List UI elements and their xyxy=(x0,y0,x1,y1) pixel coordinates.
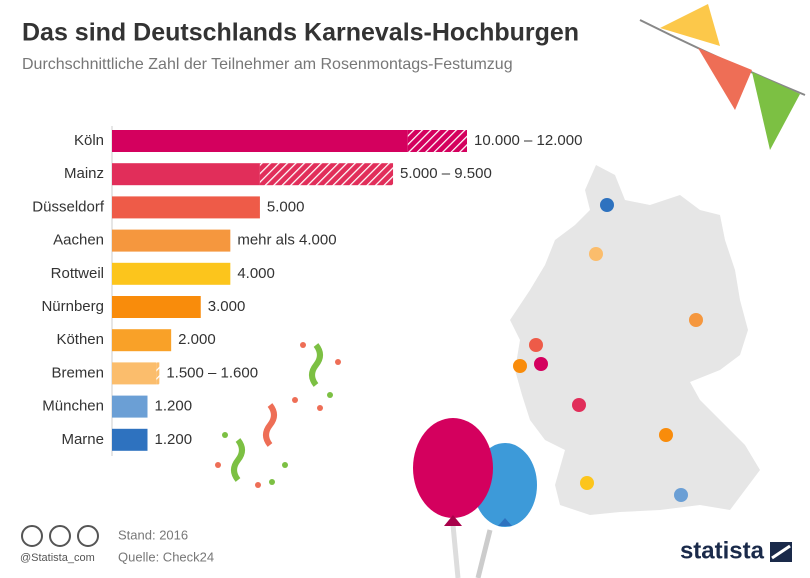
balloons xyxy=(413,418,537,578)
bar xyxy=(112,362,157,385)
range-bar xyxy=(259,163,394,186)
handle: @Statista_com xyxy=(20,552,95,564)
license-icons xyxy=(21,525,99,547)
category-label: Köthen xyxy=(56,331,104,348)
category-label: Nürnberg xyxy=(41,298,104,315)
bar xyxy=(112,130,408,152)
category-label: Mainz xyxy=(64,165,104,182)
category-label: Bremen xyxy=(51,364,104,381)
bar xyxy=(112,296,201,318)
value-label: 1.200 xyxy=(155,431,193,448)
statista-logo xyxy=(770,542,792,562)
value-label: 1.200 xyxy=(155,398,193,415)
source: Quelle: Check24 xyxy=(118,549,214,564)
bunting xyxy=(639,4,806,150)
value-label: 3.000 xyxy=(208,298,246,315)
chart-title: Das sind Deutschlands Karnevals-Hochburg… xyxy=(22,19,579,47)
bar xyxy=(112,428,148,451)
category-label: Rottweil xyxy=(51,265,104,282)
category-label: Aachen xyxy=(53,232,104,249)
bar xyxy=(112,395,148,418)
bar xyxy=(112,329,172,352)
bar xyxy=(112,196,260,219)
value-label: mehr als 4.000 xyxy=(237,232,336,249)
range-bar xyxy=(407,130,467,152)
stand: Stand: 2016 xyxy=(118,527,188,542)
value-label: 1.500 – 1.600 xyxy=(166,364,258,381)
value-label: 5.000 xyxy=(267,198,305,215)
category-label: Düsseldorf xyxy=(32,198,105,215)
bar xyxy=(112,229,231,252)
value-label: 10.000 – 12.000 xyxy=(474,132,582,149)
chart-subtitle: Durchschnittliche Zahl der Teilnehmer am… xyxy=(22,56,513,73)
value-label: 5.000 – 9.500 xyxy=(400,165,492,182)
range-bar xyxy=(156,362,160,385)
category-label: Marne xyxy=(61,431,104,448)
confetti xyxy=(215,342,341,488)
value-label: 4.000 xyxy=(237,265,275,282)
bar xyxy=(112,262,231,285)
value-label: 2.000 xyxy=(178,331,216,348)
category-label: München xyxy=(42,398,104,415)
category-label: Köln xyxy=(74,132,104,149)
germany-map xyxy=(510,165,760,515)
bar xyxy=(112,163,260,186)
brand: statista xyxy=(680,537,765,564)
